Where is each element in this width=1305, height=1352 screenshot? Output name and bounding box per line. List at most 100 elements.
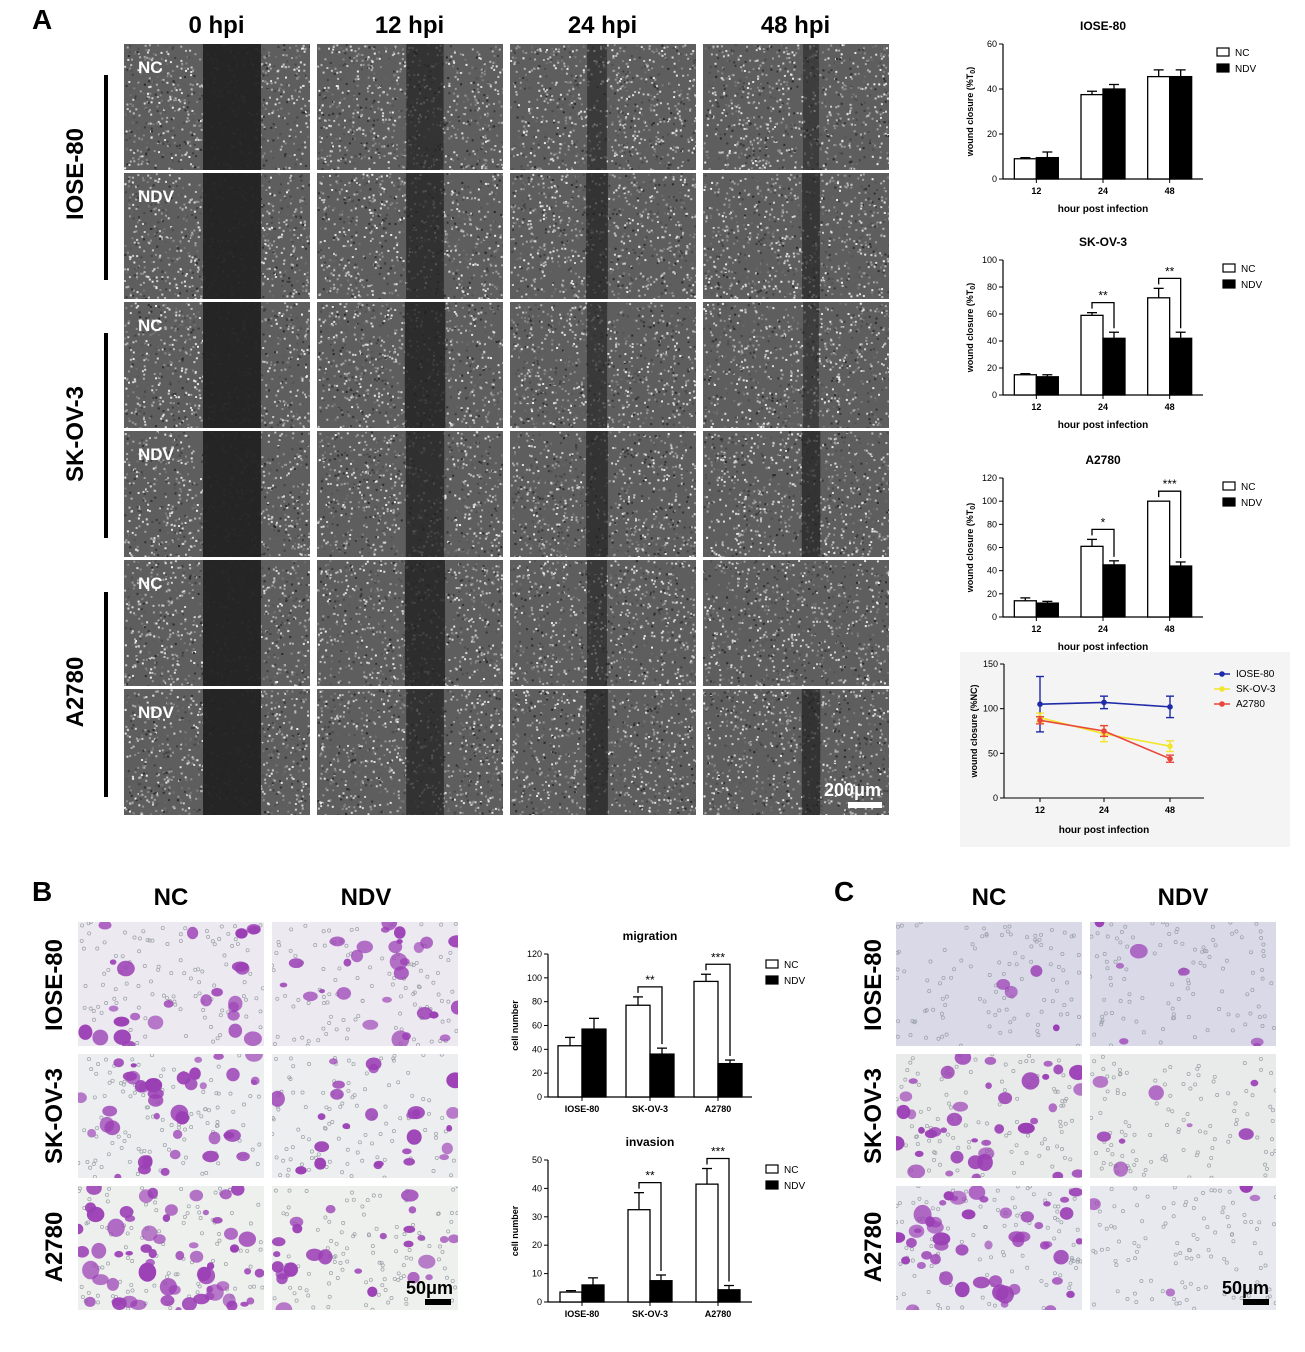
cell-speck	[170, 95, 173, 98]
cell-speck	[680, 165, 683, 167]
cell-speck	[859, 148, 862, 151]
cell-speck	[624, 136, 627, 139]
cell-speck	[271, 284, 274, 287]
cell-speck	[323, 157, 326, 160]
cell-speck	[631, 153, 634, 156]
cell-speck	[318, 109, 321, 112]
cell-speck	[307, 227, 310, 230]
cell-speck	[749, 87, 752, 90]
cell-speck	[322, 162, 325, 165]
cell-speck	[882, 55, 885, 58]
cell-speck	[157, 140, 160, 143]
cell-speck	[661, 84, 664, 87]
cell-speck	[778, 121, 781, 124]
cell-speck	[485, 105, 488, 108]
cell-speck	[376, 262, 379, 265]
cell-speck	[864, 86, 867, 89]
cell-speck	[171, 229, 174, 231]
cell-speck	[330, 160, 333, 163]
cell-speck	[168, 263, 171, 266]
cell-speck	[262, 296, 265, 299]
cell-speck	[522, 142, 525, 145]
cell-speck	[172, 127, 175, 129]
cell-speck	[188, 119, 190, 122]
cell-speck	[841, 82, 844, 85]
cell-speck	[301, 199, 304, 202]
cell-speck	[773, 140, 776, 143]
cell-speck	[294, 74, 297, 76]
cell-speck	[328, 279, 331, 282]
cell-speck	[878, 120, 881, 123]
cell-speck	[560, 108, 563, 111]
cell-speck	[536, 98, 539, 101]
cell-speck	[741, 96, 744, 99]
cell-speck	[368, 85, 371, 87]
cell-speck	[564, 164, 567, 167]
cell-speck	[494, 45, 497, 48]
cell-speck	[336, 121, 339, 123]
cell-speck	[778, 70, 781, 73]
cell-speck	[137, 174, 140, 177]
cell-speck	[170, 153, 173, 155]
cell-speck	[191, 134, 194, 137]
cell-speck	[749, 145, 752, 148]
cell-speck	[520, 165, 523, 168]
cell-speck	[337, 85, 339, 88]
cell-speck	[133, 241, 136, 244]
cell-speck	[500, 105, 503, 108]
cell-speck	[132, 289, 135, 292]
cell-speck	[196, 293, 199, 296]
cell-speck	[126, 112, 129, 115]
cell-speck	[343, 196, 346, 199]
cell-speck	[563, 45, 565, 48]
cell-speck	[501, 173, 503, 176]
cell-speck	[345, 83, 348, 86]
cell-speck	[527, 124, 530, 127]
cell-speck	[189, 144, 192, 147]
cell-speck	[734, 167, 737, 170]
cell-speck	[185, 142, 188, 145]
cell-speck	[332, 112, 335, 115]
cell-speck	[740, 152, 743, 155]
cell-speck	[825, 78, 828, 81]
cell-speck	[372, 137, 375, 140]
cell-speck	[324, 227, 327, 230]
cell-speck	[611, 123, 614, 126]
cell-speck	[544, 90, 547, 93]
cell-speck	[148, 44, 151, 47]
cell-speck	[325, 91, 328, 94]
cell-speck	[443, 212, 446, 215]
cell-speck	[194, 191, 197, 193]
cell-speck	[879, 156, 882, 159]
cell-speck	[303, 220, 306, 223]
cell-speck	[129, 94, 132, 97]
cell-speck	[771, 87, 774, 90]
cell-speck	[793, 126, 796, 129]
cell-speck	[286, 191, 288, 194]
cell-speck	[553, 119, 556, 122]
cell-speck	[176, 258, 179, 261]
cell-speck	[289, 195, 292, 198]
cell-speck	[403, 116, 406, 118]
cell-speck	[863, 156, 866, 159]
cell-speck	[687, 57, 690, 60]
cell-speck	[759, 160, 762, 162]
cell-speck	[183, 102, 186, 105]
cell-speck	[126, 108, 129, 111]
cell-speck	[360, 98, 363, 100]
cell-speck	[325, 154, 328, 157]
cell-speck	[153, 225, 156, 228]
cell-speck	[302, 244, 305, 246]
cell-speck	[286, 60, 289, 63]
cell-speck	[524, 128, 527, 131]
cell-speck	[147, 148, 150, 151]
cell-speck	[645, 63, 648, 66]
micrograph-iose-80-nc-0: NC	[124, 44, 310, 170]
cell-speck	[852, 117, 855, 120]
cell-speck	[580, 115, 583, 118]
cell-speck	[336, 236, 339, 239]
cell-speck	[452, 126, 455, 129]
cell-speck	[731, 73, 734, 76]
cell-speck	[848, 142, 851, 145]
cell-speck	[369, 240, 372, 242]
